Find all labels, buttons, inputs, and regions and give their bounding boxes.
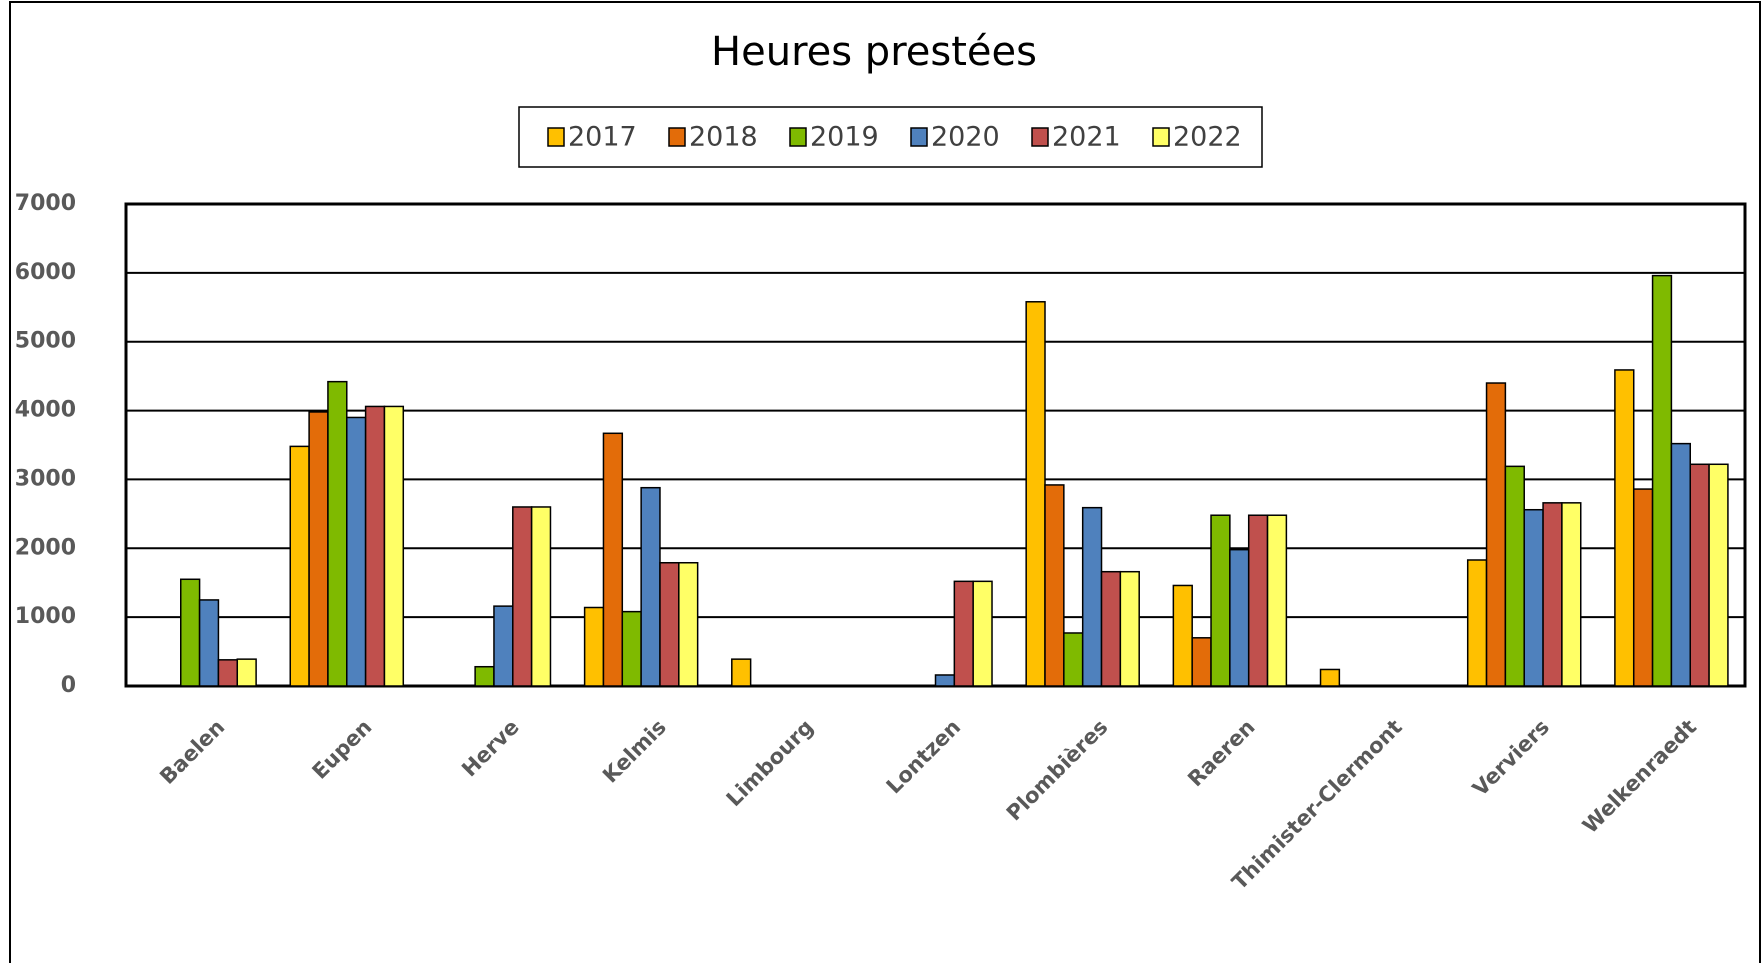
bar: [1210, 514, 1231, 687]
bar: [1561, 502, 1582, 687]
bar: [198, 599, 220, 687]
y-tick-label: 7000: [15, 191, 76, 216]
bar: [640, 486, 661, 687]
x-tick-label: Welkenraedt: [1578, 715, 1701, 838]
legend-swatch: [789, 127, 807, 147]
x-tick-label: Herve: [457, 715, 524, 782]
bar: [659, 561, 680, 687]
bar: [678, 561, 699, 687]
x-tick-label: Limbourg: [722, 715, 818, 811]
bar: [1025, 301, 1046, 687]
bar: [934, 674, 956, 687]
bar: [530, 506, 552, 687]
bar: [1466, 559, 1488, 687]
bar: [364, 405, 386, 687]
bar: [1689, 463, 1710, 687]
bar: [1172, 584, 1193, 687]
bar: [512, 506, 533, 687]
bar: [1614, 369, 1635, 687]
legend-label: 2017: [568, 122, 637, 153]
bar: [1081, 506, 1103, 687]
legend-swatch: [547, 127, 565, 147]
x-tick-label: Lontzen: [882, 715, 966, 799]
bar: [602, 432, 624, 687]
x-tick-label: Raeren: [1183, 715, 1259, 791]
bar: [1708, 463, 1729, 687]
legend-label: 2018: [689, 122, 758, 153]
legend-label: 2021: [1052, 122, 1121, 153]
bar: [383, 405, 405, 687]
y-tick-label: 4000: [15, 398, 76, 423]
bar: [1485, 382, 1507, 687]
y-tick-label: 3000: [15, 466, 76, 491]
bar: [217, 659, 239, 687]
bar: [1100, 570, 1122, 687]
bar: [493, 605, 514, 687]
bar: [731, 658, 752, 687]
legend-swatch: [668, 127, 686, 147]
bar: [236, 658, 257, 687]
bar: [327, 380, 348, 687]
x-tick-label: Verviers: [1468, 715, 1554, 801]
legend-label: 2020: [931, 122, 1000, 153]
bar: [1632, 488, 1654, 687]
legend-swatch: [1152, 127, 1170, 147]
bar: [474, 665, 495, 687]
bar: [583, 606, 605, 687]
bar: [289, 445, 310, 687]
bar: [1319, 668, 1341, 687]
bar: [1651, 274, 1673, 687]
bar: [1044, 484, 1065, 687]
bar: [1229, 548, 1250, 687]
y-tick-label: 0: [61, 673, 76, 698]
x-tick-label: Thimister-Clermont: [1227, 715, 1407, 895]
x-tick-label: Kelmis: [598, 715, 671, 788]
bar: [1523, 508, 1544, 687]
bar: [972, 580, 993, 687]
bar: [621, 610, 642, 687]
bar: [1191, 637, 1212, 687]
bar: [180, 578, 201, 687]
legend-box: [518, 106, 1263, 168]
bar: [1670, 442, 1691, 687]
frame: [9, 1, 1761, 963]
bar: [1119, 570, 1140, 687]
y-tick-label: 5000: [15, 329, 76, 354]
bar: [1063, 632, 1084, 687]
legend-label: 2019: [810, 122, 879, 153]
x-tick-label: Eupen: [308, 715, 377, 784]
y-tick-label: 1000: [15, 604, 76, 629]
bar: [1542, 502, 1563, 687]
bar: [953, 580, 974, 687]
x-tick-label: Plombières: [1002, 715, 1113, 826]
chart-title: Heures prestées: [711, 29, 1037, 75]
bar: [1247, 514, 1269, 687]
y-tick-label: 6000: [15, 260, 76, 285]
bar: [1504, 465, 1525, 687]
bar: [1266, 514, 1288, 687]
legend-label: 2022: [1173, 122, 1242, 153]
x-tick-label: Baelen: [155, 715, 229, 789]
bar: [308, 411, 329, 687]
y-tick-label: 2000: [15, 535, 76, 560]
legend-swatch: [1031, 127, 1049, 147]
legend-swatch: [910, 127, 928, 147]
bar: [346, 416, 367, 687]
